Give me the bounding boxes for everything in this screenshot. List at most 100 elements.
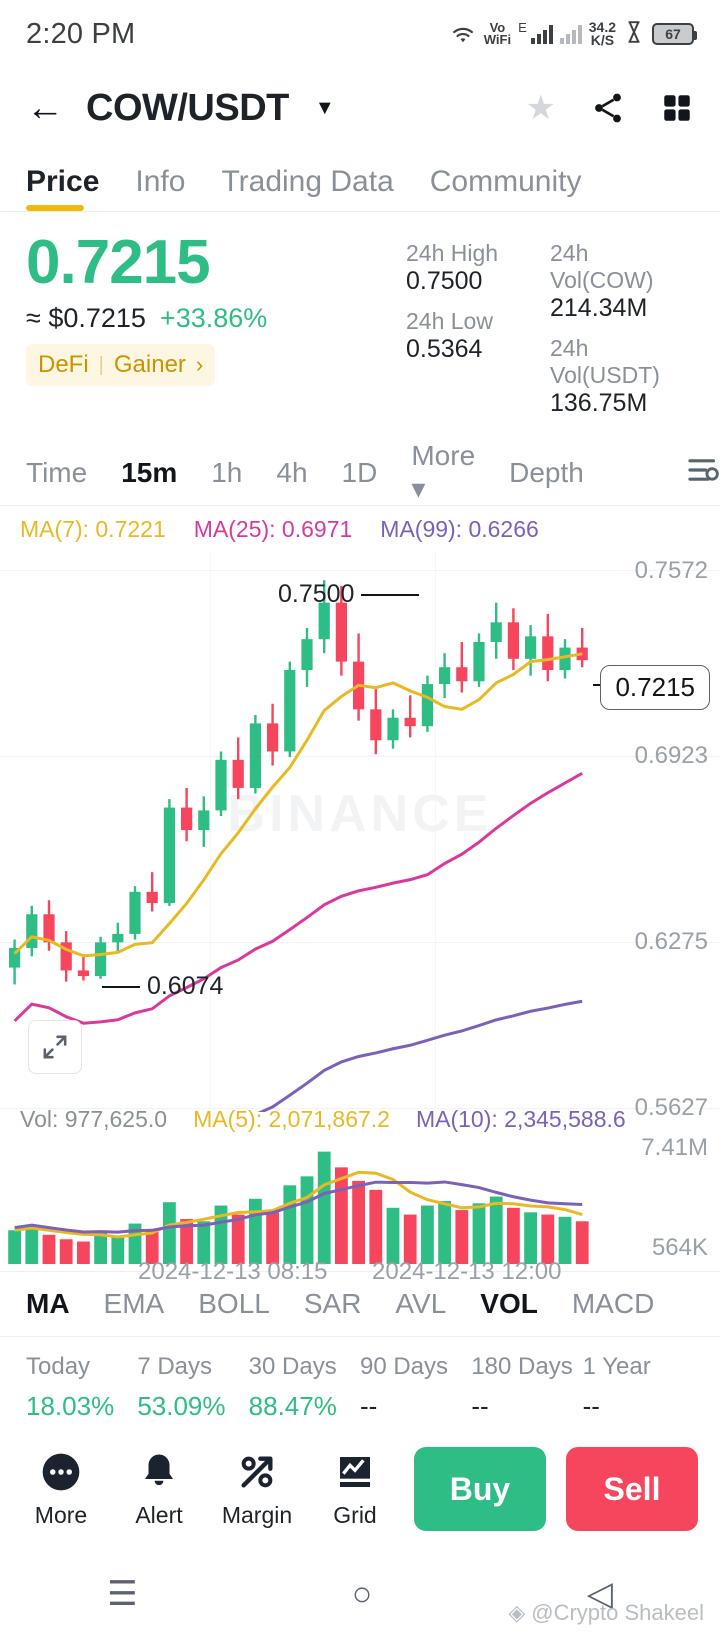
indicator-avl[interactable]: AVL bbox=[395, 1288, 447, 1319]
menu-icon[interactable]: ☰ bbox=[107, 1575, 138, 1613]
token-tags[interactable]: DeFi | Gainer › bbox=[26, 344, 216, 387]
nav-back-icon[interactable]: ◁ bbox=[586, 1575, 613, 1613]
tab-trading-data[interactable]: Trading Data bbox=[221, 165, 394, 198]
diamond-icon: ◈ bbox=[508, 1600, 526, 1625]
high-value: 0.7500 bbox=[406, 267, 483, 295]
volume-axis-bottom: 564K bbox=[651, 1234, 708, 1261]
back-icon[interactable]: ← bbox=[26, 87, 64, 129]
volume-bars-svg bbox=[8, 1151, 589, 1264]
indicator-vol[interactable]: VOL bbox=[480, 1288, 538, 1319]
price-change-percent: +33.86% bbox=[159, 303, 268, 334]
tag-gainer: Gainer bbox=[113, 351, 186, 379]
tab-info[interactable]: Info bbox=[135, 165, 186, 198]
perf-180days: 180 Days -- bbox=[471, 1353, 573, 1421]
current-price-tag: 0.7215 bbox=[600, 665, 710, 710]
price-axis-label-3: 0.6275 bbox=[634, 928, 708, 955]
buy-button[interactable]: Buy bbox=[414, 1447, 546, 1531]
approx-usd-price: ≈ $0.7215 bbox=[26, 303, 146, 334]
vol-quote-label: 24h Vol(USDT) bbox=[550, 335, 660, 388]
volume-ma5: MA(5): 2,071,867.2 bbox=[193, 1106, 390, 1132]
time-axis-right: 2024-12-13 12:00 bbox=[372, 1258, 562, 1285]
price-axis-label-4: 0.5627 bbox=[634, 1094, 708, 1121]
high-label: 24h High bbox=[406, 240, 499, 266]
time-axis-left: 2024-12-13 08:15 bbox=[138, 1258, 328, 1285]
low-annotation: 0.6074 bbox=[102, 972, 224, 1000]
margin-button[interactable]: Margin bbox=[218, 1450, 296, 1529]
chart-settings-icon[interactable] bbox=[686, 455, 720, 490]
tag-defi: DeFi bbox=[38, 351, 89, 379]
system-nav-bar: ☰ ○ ◁ ◈ @Crypto Shakeel bbox=[0, 1548, 720, 1640]
more-button[interactable]: More bbox=[22, 1450, 100, 1529]
vol-base-label: 24h Vol(COW) bbox=[550, 240, 654, 293]
hourglass-icon bbox=[623, 20, 645, 49]
home-circle-icon[interactable]: ○ bbox=[351, 1574, 373, 1613]
last-price: 0.7215 bbox=[26, 228, 211, 297]
timeframe-15m[interactable]: 15m bbox=[121, 456, 178, 488]
status-bar: 2:20 PM Vo WiFi E 34.2 K/S 67 bbox=[0, 0, 720, 68]
chevron-right-icon: › bbox=[195, 352, 204, 378]
market-stats: 24h High 0.7500 24h Low 0.5364 24h Vol(C… bbox=[406, 230, 694, 430]
expand-icon[interactable] bbox=[28, 1020, 82, 1074]
perf-1year: 1 Year -- bbox=[582, 1353, 651, 1421]
price-axis-label-2: 0.6923 bbox=[634, 742, 708, 769]
status-icons: Vo WiFi E 34.2 K/S 67 bbox=[449, 19, 697, 49]
timeframe-4h[interactable]: 4h bbox=[276, 456, 308, 488]
timeframe-time[interactable]: Time bbox=[26, 456, 88, 488]
ma7-legend: MA(7): 0.7221 bbox=[20, 516, 166, 542]
perf-7days: 7 Days 53.09% bbox=[137, 1353, 226, 1421]
perf-30days: 30 Days 88.47% bbox=[248, 1353, 337, 1421]
price-summary: 0.7215 ≈ $0.7215 +33.86% DeFi | Gainer ›… bbox=[0, 212, 720, 440]
tab-community[interactable]: Community bbox=[429, 165, 582, 198]
credit-watermark: ◈ @Crypto Shakeel bbox=[508, 1600, 704, 1625]
volume-ma10: MA(10): 2,345,588.6 bbox=[415, 1106, 626, 1132]
vol-quote-value: 136.75M bbox=[550, 389, 648, 417]
app-bar: ← COW/USDT ▼ ★ bbox=[0, 68, 720, 148]
ma-legend: MA(7): 0.7221 MA(25): 0.6971 MA(99): 0.6… bbox=[0, 506, 720, 543]
volume-legend: Vol: 977,625.0 MA(5): 2,071,867.2 MA(10)… bbox=[0, 1106, 720, 1133]
indicator-ma[interactable]: MA bbox=[26, 1288, 70, 1319]
indicator-ema[interactable]: EMA bbox=[103, 1288, 165, 1319]
price-axis-label-1: 0.7572 bbox=[634, 557, 708, 584]
chevron-down-icon: ▾ bbox=[411, 473, 426, 504]
timeframe-bar: Time 15m 1h 4h 1D More ▾ Depth bbox=[0, 440, 720, 506]
volume-panel: Vol: 977,625.0 MA(5): 2,071,867.2 MA(10)… bbox=[0, 1106, 720, 1271]
timeframe-1h[interactable]: 1h bbox=[211, 456, 243, 488]
network-type-label: E bbox=[518, 19, 527, 35]
section-tabs: Price Info Trading Data Community bbox=[0, 148, 720, 212]
ma25-legend: MA(25): 0.6971 bbox=[193, 516, 353, 542]
star-icon[interactable]: ★ bbox=[525, 89, 556, 127]
caret-down-icon[interactable]: ▼ bbox=[314, 96, 335, 119]
grid-trade-icon bbox=[335, 1450, 375, 1494]
signal-bars-sim2-icon bbox=[559, 24, 582, 44]
performance-row: Today 18.03% 7 Days 53.09% 30 Days 88.47… bbox=[0, 1337, 720, 1437]
grid-icon[interactable] bbox=[660, 91, 694, 125]
indicator-macd[interactable]: MACD bbox=[571, 1288, 655, 1319]
sell-button[interactable]: Sell bbox=[566, 1447, 698, 1531]
indicator-boll[interactable]: BOLL bbox=[198, 1288, 270, 1319]
candlestick-plot[interactable]: BINANCE 0.7500 0.6074 0.7572 0.6923 0.62… bbox=[0, 552, 720, 1121]
grid-trade-button[interactable]: Grid bbox=[316, 1450, 394, 1529]
perf-today: Today 18.03% bbox=[26, 1353, 115, 1421]
percent-arrow-icon bbox=[237, 1450, 277, 1494]
tab-price[interactable]: Price bbox=[26, 165, 99, 211]
ma99-legend: MA(99): 0.6266 bbox=[380, 516, 539, 542]
battery-indicator: 67 bbox=[652, 23, 697, 45]
more-dots-icon bbox=[39, 1450, 83, 1494]
wifi-icon bbox=[449, 23, 477, 45]
timeframe-more[interactable]: More ▾ bbox=[411, 440, 476, 504]
timeframe-depth[interactable]: Depth bbox=[509, 456, 584, 488]
vol-base-value: 214.34M bbox=[550, 294, 648, 322]
volume-axis-top: 7.41M bbox=[641, 1134, 708, 1161]
indicator-sar[interactable]: SAR bbox=[303, 1288, 362, 1319]
chart-area[interactable]: MA(7): 0.7221 MA(25): 0.6971 MA(99): 0.6… bbox=[0, 506, 720, 1285]
share-icon[interactable] bbox=[590, 90, 626, 126]
volume-value: Vol: 977,625.0 bbox=[20, 1106, 168, 1132]
low-label: 24h Low bbox=[406, 308, 493, 334]
pair-title[interactable]: COW/USDT bbox=[86, 86, 289, 129]
network-speed: 34.2 K/S bbox=[588, 19, 616, 48]
alert-button[interactable]: Alert bbox=[120, 1450, 198, 1529]
perf-90days: 90 Days -- bbox=[359, 1353, 449, 1421]
bottom-action-bar: More Alert Margin Grid Buy Sell bbox=[0, 1430, 720, 1548]
timeframe-1d[interactable]: 1D bbox=[341, 456, 378, 488]
